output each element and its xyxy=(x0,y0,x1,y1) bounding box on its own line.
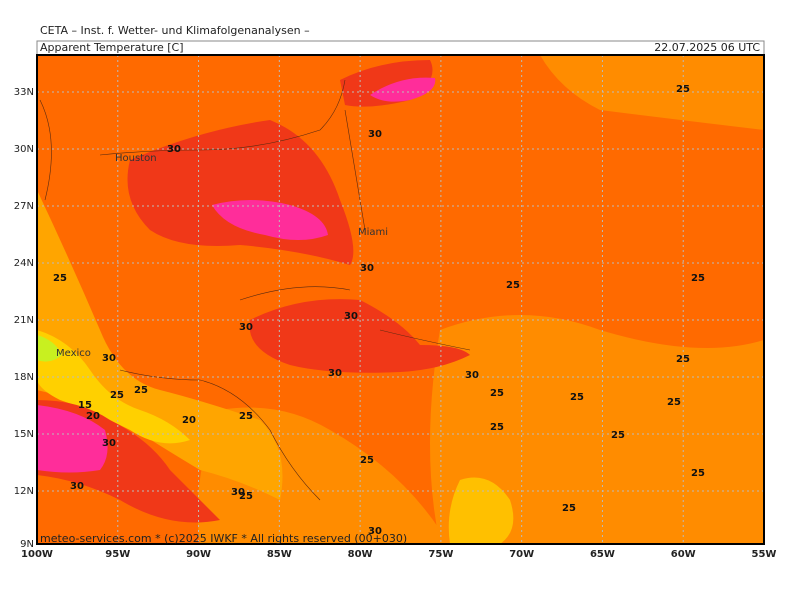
city-label: Miami xyxy=(358,227,388,238)
lon-label: 90W xyxy=(186,549,211,560)
contour-label: 30 xyxy=(239,322,253,333)
contour-label: 25 xyxy=(506,280,520,291)
contour-label: 25 xyxy=(667,397,681,408)
contour-label: 25 xyxy=(570,392,584,403)
lon-label: 85W xyxy=(267,549,292,560)
contour-label: 25 xyxy=(562,503,576,514)
field-magenta xyxy=(37,405,108,473)
contour-label: 25 xyxy=(676,354,690,365)
lat-label: 33N xyxy=(14,87,34,98)
field-green xyxy=(37,335,62,362)
contour-label: 20 xyxy=(86,411,100,422)
contour-label: 25 xyxy=(611,430,625,441)
contour-label: 30 xyxy=(102,353,116,364)
lat-label: 12N xyxy=(14,486,34,497)
lat-label: 18N xyxy=(14,372,34,383)
lon-label: 95W xyxy=(105,549,130,560)
lat-label: 9N xyxy=(20,539,34,550)
field-magenta xyxy=(370,77,436,102)
contour-label: 25 xyxy=(490,422,504,433)
field-amber xyxy=(37,190,283,500)
lon-label: 100W xyxy=(21,549,53,560)
lat-label: 21N xyxy=(14,315,34,326)
city-label: Mexico xyxy=(56,348,91,359)
lat-label: 27N xyxy=(14,201,34,212)
lon-label: 65W xyxy=(590,549,615,560)
header-title: CETA – Inst. f. Wetter- und Klimafolgena… xyxy=(40,24,310,37)
lon-label: 60W xyxy=(671,549,696,560)
contour-label: 30 xyxy=(102,438,116,449)
field-yellow xyxy=(448,477,514,544)
contour-label: 30 xyxy=(167,144,181,155)
city-label: Houston xyxy=(115,153,157,164)
footer: meteo-services.com * (c)2025 IWKF * All … xyxy=(40,532,407,545)
field-orange xyxy=(430,315,764,544)
lon-label: 75W xyxy=(428,549,453,560)
lat-label: 30N xyxy=(14,144,34,155)
contour-label: 25 xyxy=(691,273,705,284)
contour-label: 25 xyxy=(691,468,705,479)
contour-label: 25 xyxy=(490,388,504,399)
map-frame xyxy=(36,54,765,545)
lat-label: 24N xyxy=(14,258,34,269)
lon-label: 70W xyxy=(509,549,534,560)
contour-label: 30 xyxy=(344,311,358,322)
contour-label: 25 xyxy=(239,411,253,422)
contour-label: 30 xyxy=(360,263,374,274)
contour-label: 25 xyxy=(110,390,124,401)
contour-label: 30 xyxy=(231,487,245,498)
valid-time: 22.07.2025 06 UTC xyxy=(654,41,760,54)
field-yellow xyxy=(37,330,190,444)
contour-label: 30 xyxy=(465,370,479,381)
contour-label: 25 xyxy=(239,491,253,502)
contour-label: 25 xyxy=(134,385,148,396)
parameter: Apparent Temperature [C] xyxy=(40,41,184,54)
contour-label: 25 xyxy=(676,84,690,95)
contour-label: 30 xyxy=(368,129,382,140)
lon-label: 55W xyxy=(752,549,777,560)
contour-label: 30 xyxy=(70,481,84,492)
contour-label: 15 xyxy=(78,400,92,411)
field xyxy=(37,55,764,544)
contour-label: 30 xyxy=(328,368,342,379)
field-magenta xyxy=(212,200,328,240)
contour-label: 25 xyxy=(53,273,67,284)
contour-label: 20 xyxy=(182,415,196,426)
lat-label: 15N xyxy=(14,429,34,440)
coastline xyxy=(39,79,471,501)
contour-label: 25 xyxy=(360,455,374,466)
contour-label: 30 xyxy=(368,526,382,537)
lon-label: 80W xyxy=(348,549,373,560)
